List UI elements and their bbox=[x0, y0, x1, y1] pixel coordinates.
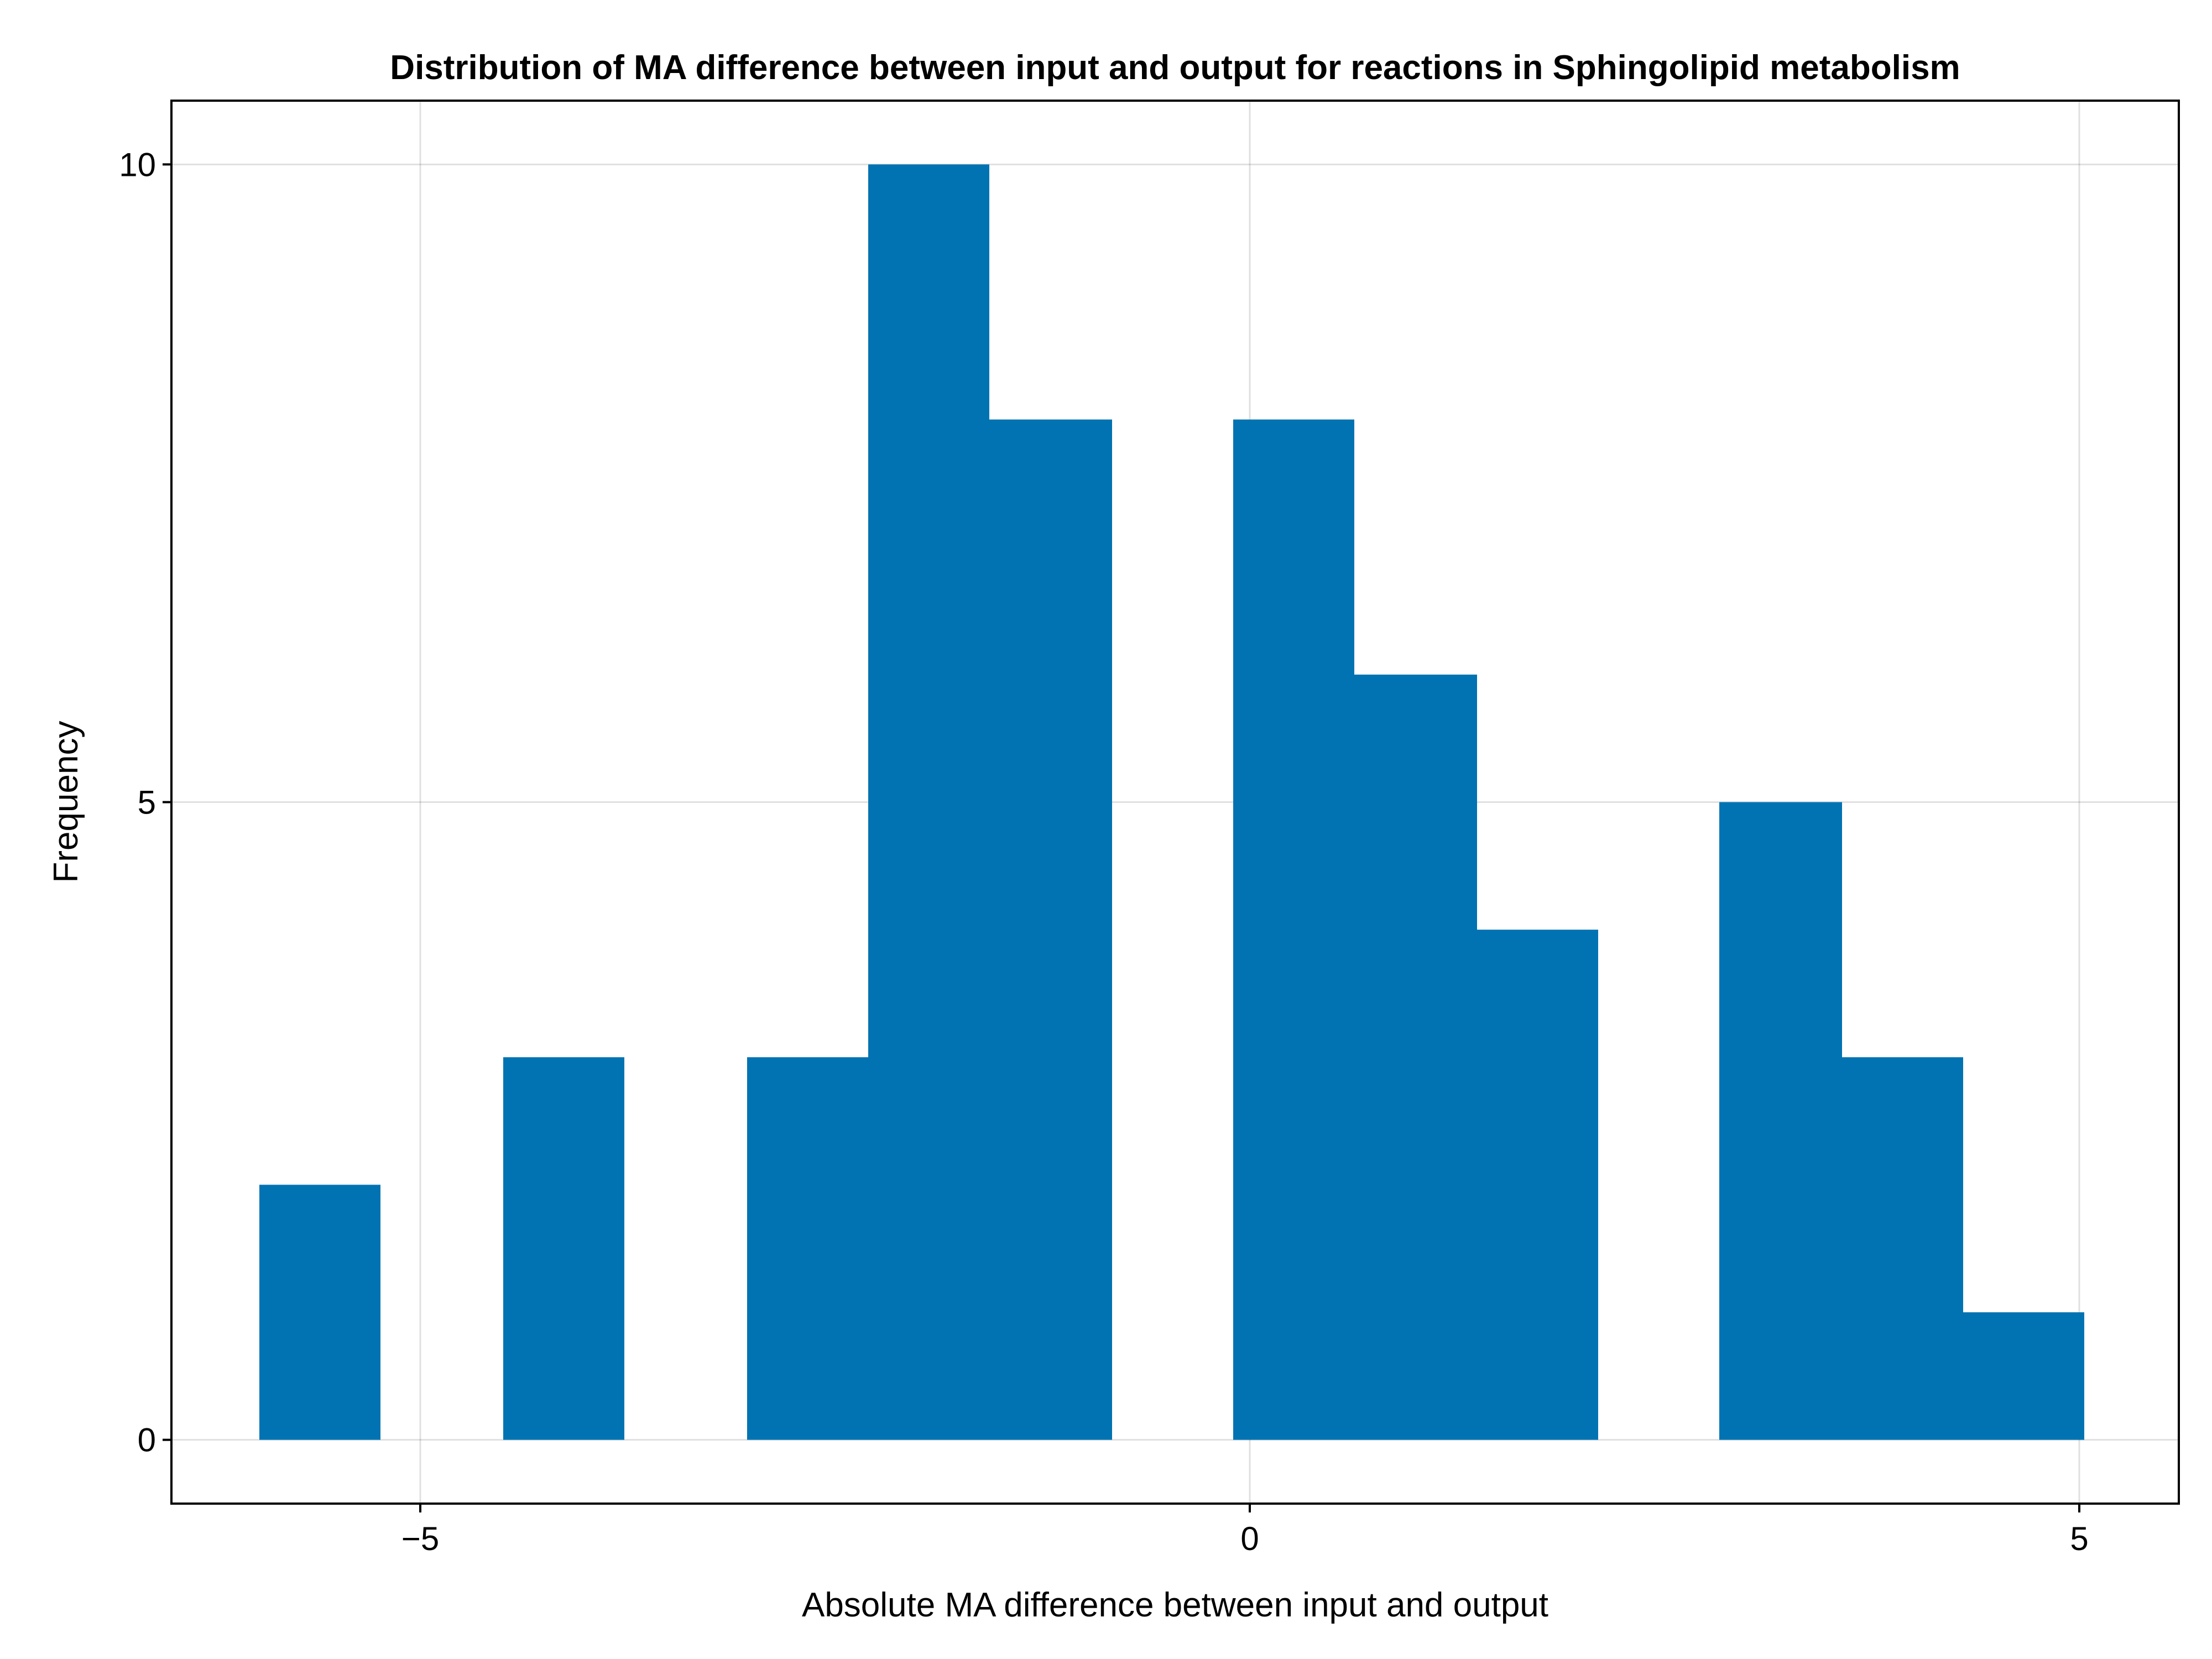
histogram-bar-6 bbox=[989, 419, 1112, 1440]
axis-ticks: −5 0 5 0 5 10 bbox=[119, 146, 2088, 1557]
histogram-bar-0 bbox=[259, 1185, 380, 1440]
histogram-bar-4 bbox=[747, 1057, 868, 1440]
histogram-bar-9 bbox=[1354, 674, 1477, 1440]
histogram-bar-14 bbox=[1963, 1312, 2084, 1440]
y-tick-label-2: 10 bbox=[119, 146, 156, 183]
histogram-bar-13 bbox=[1842, 1057, 1963, 1440]
x-tick-label-2: 5 bbox=[2070, 1520, 2088, 1557]
histogram-bars bbox=[259, 164, 2084, 1440]
histogram-bar-2 bbox=[503, 1057, 624, 1440]
x-tick-label-1: 0 bbox=[1240, 1520, 1259, 1557]
x-axis-label: Absolute MA difference between input and… bbox=[802, 1586, 1548, 1624]
chart-title: Distribution of MA difference between in… bbox=[390, 49, 1960, 87]
x-tick-label-0: −5 bbox=[401, 1520, 439, 1557]
y-tick-label-0: 0 bbox=[138, 1422, 156, 1459]
histogram-bar-10 bbox=[1477, 930, 1598, 1440]
y-axis-label: Frequency bbox=[47, 721, 85, 883]
y-tick-label-1: 5 bbox=[138, 784, 156, 821]
histogram-bar-5 bbox=[868, 164, 989, 1440]
histogram-bar-12 bbox=[1719, 802, 1842, 1440]
histogram-bar-8 bbox=[1233, 419, 1354, 1440]
